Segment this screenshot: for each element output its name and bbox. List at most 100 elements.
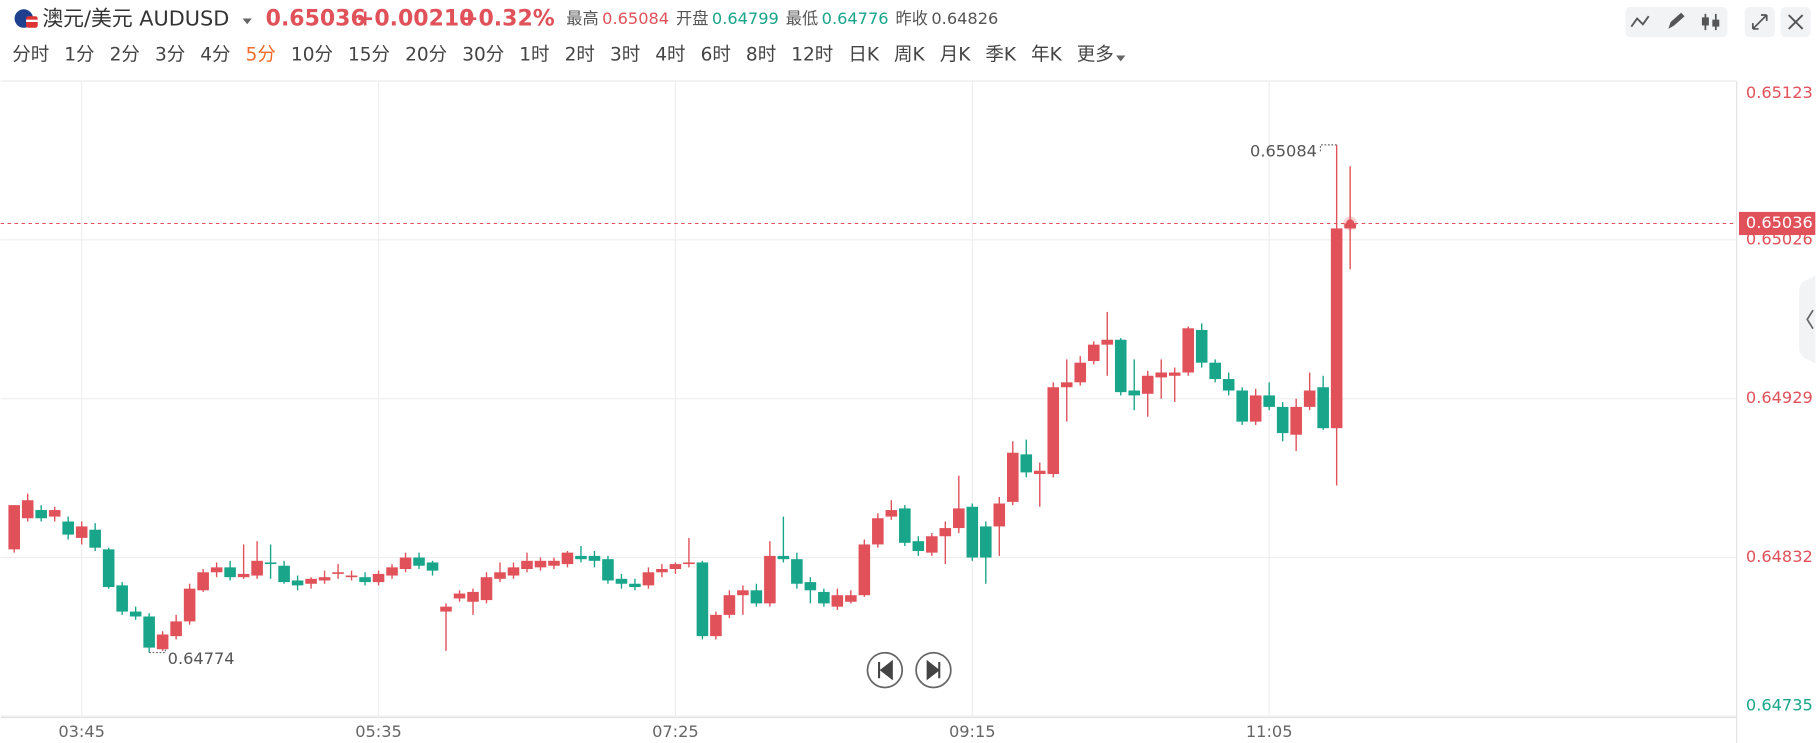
candle-body (683, 562, 695, 565)
candle-body (899, 508, 911, 543)
candle-body (1047, 387, 1060, 475)
period-tab[interactable]: 5分 (246, 45, 276, 66)
period-tab[interactable]: 1分 (64, 45, 94, 66)
candle-body (102, 549, 115, 588)
period-tab[interactable]: 12时 (791, 45, 833, 66)
period-tab[interactable]: 更多 (1077, 45, 1114, 66)
candle-body (777, 555, 790, 560)
candle-body (1276, 406, 1289, 434)
period-tab[interactable]: 2时 (565, 45, 595, 66)
period-tab[interactable]: 10分 (291, 45, 333, 66)
candle-body (953, 508, 965, 529)
max-leader (1319, 144, 1337, 152)
last-price: 0.65036 (266, 7, 366, 32)
candle-body (426, 562, 439, 571)
candle-body (1182, 328, 1194, 373)
candle-body (35, 510, 47, 519)
candle-body (372, 573, 385, 583)
period-tab[interactable]: 4分 (200, 45, 230, 66)
candle-body (210, 567, 223, 573)
y-tick-label: 0.64929 (1746, 388, 1813, 407)
candle-body (251, 560, 263, 576)
candle-body (21, 500, 34, 519)
price-change: +0.00210 (356, 7, 474, 32)
period-tab[interactable]: 年K (1031, 45, 1063, 66)
playback-controls (866, 651, 952, 689)
period-tab[interactable]: 日K (848, 45, 880, 66)
candle-body (737, 590, 749, 596)
candle-body (1209, 362, 1221, 380)
candle-body (588, 555, 601, 561)
period-tab[interactable]: 2分 (110, 45, 140, 66)
candle-body (345, 575, 358, 578)
period-tab[interactable]: 30分 (462, 45, 504, 66)
candle-body (750, 590, 763, 604)
candle-body (791, 559, 803, 584)
candle-body (1033, 470, 1046, 475)
period-tab[interactable]: 1时 (519, 45, 549, 66)
candle-body (939, 528, 952, 537)
candle-body (1195, 329, 1208, 363)
symbol-dropdown[interactable] (242, 18, 252, 25)
candle-body (305, 578, 317, 584)
candle-body (440, 606, 452, 612)
tool-draw[interactable] (1668, 12, 1685, 29)
stat-label: 开盘 (676, 9, 708, 28)
period-tab[interactable]: 6时 (701, 45, 731, 66)
period-tab[interactable]: 周K (894, 45, 926, 66)
period-tab[interactable]: 4时 (655, 45, 685, 66)
candle-body (224, 567, 236, 578)
candle-body (386, 567, 398, 576)
x-tick-label: 03:45 (58, 722, 105, 741)
stat-label: 最低 (786, 9, 818, 28)
period-tab[interactable]: 月K (940, 45, 972, 66)
stat-value: 0.64776 (822, 9, 889, 28)
period-tab[interactable]: 3分 (155, 45, 185, 66)
candle-body (1317, 387, 1329, 429)
candle-body (521, 560, 533, 570)
candle-body (1060, 382, 1073, 388)
last-price-dot (1346, 219, 1355, 228)
candle-body (858, 544, 871, 596)
candle-body (1128, 390, 1141, 396)
candle-body (845, 595, 857, 602)
candle-body (534, 560, 547, 568)
stat-label: 昨收 (896, 9, 928, 28)
candle-body (710, 614, 722, 637)
candle-body (1074, 362, 1087, 383)
candle-body (359, 577, 371, 583)
candle-body (764, 555, 776, 604)
x-tick-label: 07:25 (652, 722, 699, 741)
candles (8, 144, 1356, 653)
period-tab[interactable]: 3时 (610, 45, 640, 66)
candle-body (278, 565, 290, 583)
symbol-name: 澳元/美元 AUDUSD (42, 7, 229, 31)
min-label: 0.64774 (168, 649, 235, 668)
tool-line[interactable] (1630, 15, 1650, 28)
period-tab[interactable]: 8时 (746, 45, 776, 66)
candle-body (723, 595, 736, 615)
candle-body (818, 591, 830, 604)
candle-body (669, 564, 682, 570)
candle-body (116, 585, 128, 612)
candle-body (1141, 375, 1154, 394)
candle-body (89, 529, 101, 548)
candle-body (615, 578, 628, 584)
candle-body (453, 593, 466, 599)
candle-body (8, 505, 20, 550)
y-tick-label: 0.65123 (1746, 83, 1813, 102)
x-tick-label: 05:35 (355, 722, 402, 741)
period-tab[interactable]: 季K (985, 45, 1017, 66)
candle-body (494, 572, 506, 579)
candle-body (1168, 372, 1181, 376)
candle-body (507, 567, 520, 576)
candle-body (885, 510, 898, 517)
period-tab[interactable]: 分时 (12, 45, 49, 66)
period-tab[interactable]: 15分 (348, 45, 390, 66)
candle-body (1236, 390, 1248, 422)
candle-body (548, 560, 560, 566)
period-tab[interactable]: 20分 (405, 45, 447, 66)
candle-body (804, 582, 817, 591)
x-tick-label: 09:15 (949, 722, 996, 741)
x-tick-label: 11:05 (1246, 722, 1293, 741)
